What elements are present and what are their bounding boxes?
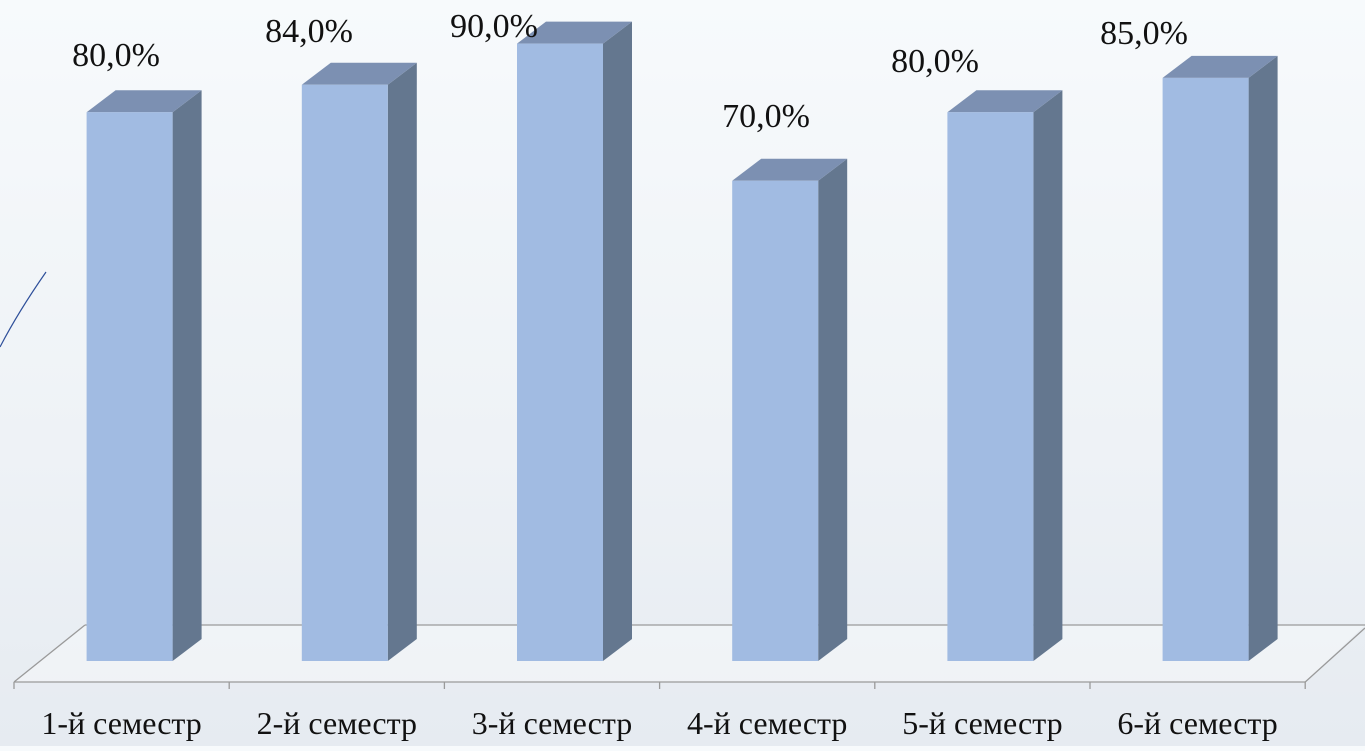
bar-side-face <box>818 158 848 662</box>
data-label: 70,0% <box>722 98 810 135</box>
bar-5 <box>947 90 1063 661</box>
x-tick-label: 5-й семестр <box>902 705 1062 741</box>
floor-left-edge <box>13 624 86 683</box>
x-tick-label: 2-й семестр <box>257 705 417 741</box>
data-label: 80,0% <box>891 43 979 80</box>
bar-top-face <box>517 21 632 44</box>
decorative-curve <box>0 271 47 348</box>
bar-top-face <box>1162 55 1278 78</box>
bar-front-face <box>301 84 388 661</box>
bar-side-face <box>1033 90 1063 661</box>
bar-front-face <box>1162 77 1249 661</box>
bar-top-face <box>732 158 848 181</box>
bar-2 <box>301 62 417 661</box>
bars-group <box>86 21 1278 662</box>
floor-right-edge <box>1304 627 1365 683</box>
x-tick-label: 6-й семестр <box>1117 705 1277 741</box>
data-label: 85,0% <box>1100 15 1188 52</box>
bar-side-face <box>603 21 632 662</box>
chart-floor <box>13 624 1365 689</box>
bar-6 <box>1162 55 1278 661</box>
x-tick-label: 3-й семестр <box>472 705 632 741</box>
x-tick-label: 4-й семестр <box>687 705 847 741</box>
bar-side-face <box>387 62 417 661</box>
bar-front-face <box>732 180 819 662</box>
bar-top-face <box>947 90 1063 113</box>
bar-front-face <box>517 43 603 662</box>
bar-front-face <box>947 112 1034 661</box>
data-label: 80,0% <box>72 37 160 74</box>
data-labels-group: 80,0% 84,0% 90,0% 70,0% 80,0% 85,0% <box>72 8 1188 135</box>
bar-4 <box>732 158 848 662</box>
bar-front-face <box>86 112 173 661</box>
bar-1 <box>86 90 202 661</box>
x-axis-labels-group: 1-й семестр 2-й семестр 3-й семестр 4-й сем… <box>41 705 1277 741</box>
bar-top-face <box>86 90 202 113</box>
bar-3 <box>517 21 632 662</box>
bar-side-face <box>172 90 202 661</box>
floor-plane <box>14 625 1365 682</box>
data-label: 90,0% <box>450 8 538 45</box>
data-label: 84,0% <box>265 13 353 50</box>
bar-top-face <box>301 62 417 85</box>
bar-side-face <box>1248 55 1278 661</box>
x-tick-label: 1-й семестр <box>41 705 201 741</box>
